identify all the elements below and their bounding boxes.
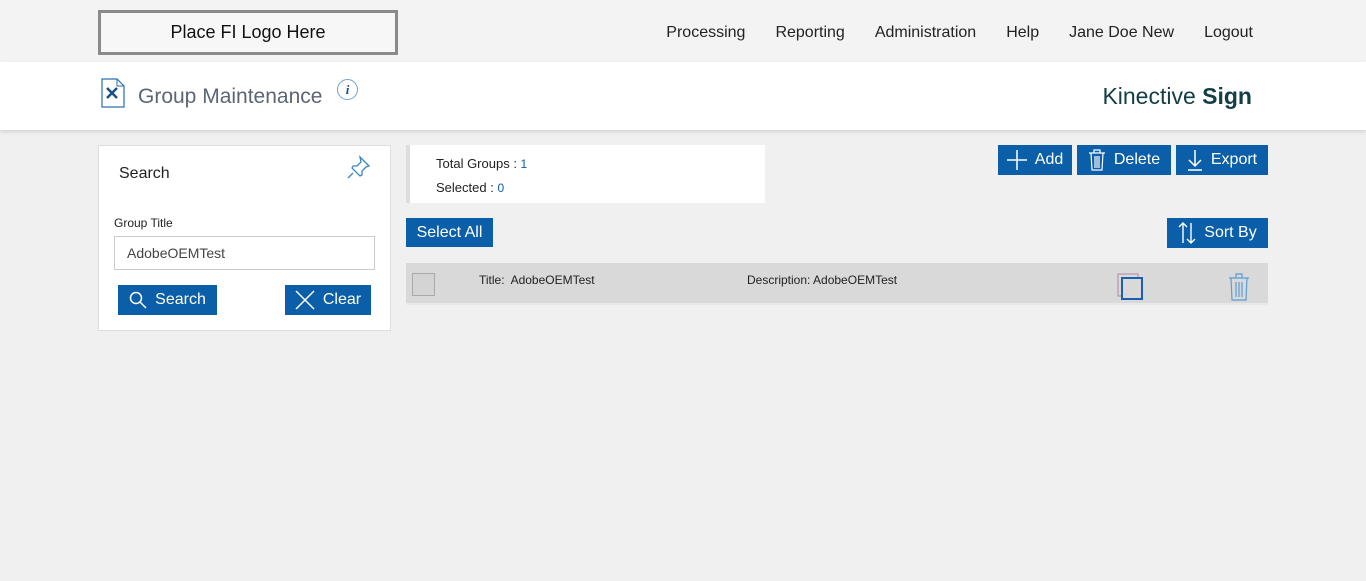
select-all-button[interactable]: Select All: [406, 218, 493, 247]
delete-button[interactable]: Delete: [1077, 145, 1171, 175]
clear-button[interactable]: Clear: [285, 285, 371, 315]
page-header: Group Maintenance i Kinective Sign: [0, 62, 1366, 130]
search-panel: Search Group Title Search Clear: [98, 145, 391, 331]
nav-administration[interactable]: Administration: [874, 24, 977, 41]
document-tools-icon: [101, 78, 125, 108]
page-title: Group Maintenance: [138, 85, 323, 108]
group-stats: Total Groups : 1 Selected : 0: [406, 145, 765, 203]
brand-logo: Kinective Sign: [1102, 83, 1252, 109]
table-row: Title: AdobeOEMTest Description: AdobeOE…: [406, 263, 1268, 305]
download-icon: [1187, 150, 1202, 171]
clear-button-label: Clear: [322, 291, 362, 308]
total-groups: Total Groups : 1: [436, 156, 528, 171]
add-button[interactable]: Add: [998, 145, 1072, 175]
info-icon[interactable]: i: [337, 79, 358, 100]
plus-icon: [1006, 150, 1027, 170]
nav-reporting[interactable]: Reporting: [775, 24, 845, 41]
search-heading: Search: [119, 165, 170, 182]
group-title-input[interactable]: [114, 236, 375, 270]
sort-by-button[interactable]: Sort By: [1167, 218, 1268, 248]
row-title: Title: AdobeOEMTest: [479, 273, 595, 287]
nav-processing[interactable]: Processing: [666, 24, 746, 41]
close-icon: [295, 290, 315, 310]
search-icon: [129, 291, 147, 309]
row-checkbox[interactable]: [412, 273, 435, 296]
search-button-label: Search: [155, 291, 206, 308]
selected-count: Selected : 0: [436, 180, 505, 195]
nav-help[interactable]: Help: [1006, 24, 1040, 41]
main-nav: Processing Reporting Administration Help…: [666, 24, 1253, 42]
fi-logo-placeholder: Place FI Logo Here: [98, 10, 398, 55]
sort-icon: [1178, 222, 1196, 244]
trash-icon: [1088, 149, 1105, 171]
export-button[interactable]: Export: [1176, 145, 1268, 175]
trash-icon[interactable]: [1228, 273, 1250, 301]
pin-icon[interactable]: [346, 154, 372, 180]
row-description: Description: AdobeOEMTest: [747, 273, 898, 287]
search-button[interactable]: Search: [118, 285, 217, 315]
nav-user[interactable]: Jane Doe New: [1069, 24, 1175, 41]
nav-logout[interactable]: Logout: [1204, 24, 1253, 41]
top-bar: Place FI Logo Here Processing Reporting …: [0, 0, 1366, 62]
group-title-label: Group Title: [114, 216, 173, 230]
copy-icon[interactable]: [1117, 273, 1145, 301]
